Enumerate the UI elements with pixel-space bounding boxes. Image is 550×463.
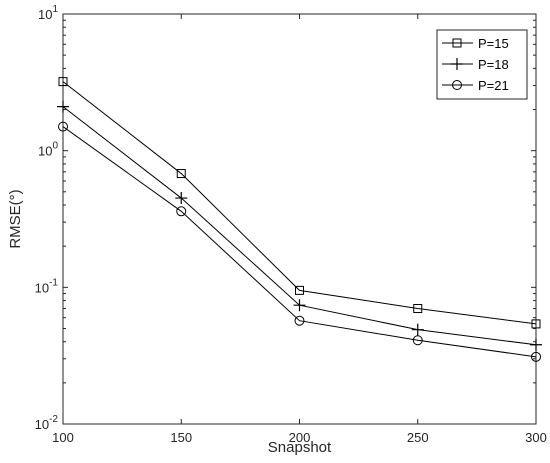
series-p-21 — [58, 121, 541, 362]
data-point — [176, 206, 187, 217]
y-tick-exponent: -1 — [49, 277, 58, 288]
legend-marker — [452, 80, 462, 90]
y-tick-base: 10 — [35, 417, 49, 432]
y-tick-label: 10-1 — [35, 277, 59, 295]
data-point — [58, 77, 68, 87]
y-tick-base: 10 — [38, 144, 52, 159]
data-point — [175, 192, 188, 205]
y-tick-base: 10 — [38, 7, 52, 22]
data-point — [412, 335, 423, 346]
series-p-15 — [58, 77, 541, 329]
data-point — [58, 121, 68, 132]
tick-marks — [62, 13, 537, 425]
legend-label: P=21 — [478, 78, 509, 93]
legend-label: P=18 — [478, 57, 509, 72]
y-tick-label: 10-2 — [35, 414, 59, 432]
legend-item: P=18 — [442, 57, 509, 72]
data-point — [413, 304, 423, 314]
data-point — [293, 299, 306, 312]
legend-item: P=15 — [442, 36, 509, 51]
legend-item: P=21 — [442, 78, 509, 93]
data-point — [411, 323, 424, 336]
data-point — [295, 285, 304, 295]
y-axis-label: RMSE(°) — [7, 189, 24, 248]
series-p-18 — [57, 100, 542, 351]
x-tick-label: 200 — [289, 430, 311, 445]
data-point — [530, 338, 542, 351]
series-line — [62, 126, 537, 358]
data-point — [57, 100, 69, 113]
y-tick-exponent: 0 — [52, 141, 58, 152]
data-point — [294, 315, 305, 326]
legend-label: P=15 — [478, 36, 509, 51]
series-line — [62, 81, 537, 325]
x-tick-label: 150 — [170, 430, 192, 445]
legend-marker — [451, 58, 463, 70]
y-tick-exponent: 1 — [52, 4, 58, 15]
x-axis-label: Snapshot — [268, 439, 332, 456]
data-point — [176, 169, 186, 179]
x-tick-label: 250 — [407, 430, 429, 445]
y-tick-label: 101 — [38, 4, 58, 22]
y-tick-label: 100 — [38, 141, 58, 159]
x-tick-labels: 100 150 200 250 300 — [52, 430, 547, 445]
legend: P=15 P=18 P=21 — [436, 29, 528, 100]
y-tick-exponent: -2 — [49, 414, 58, 425]
y-tick-base: 10 — [35, 280, 49, 295]
series-layer — [57, 77, 542, 362]
x-tick-label: 300 — [525, 430, 547, 445]
legend-marker — [452, 38, 462, 48]
x-tick-label: 100 — [52, 430, 74, 445]
data-point — [531, 351, 541, 362]
data-point — [531, 319, 541, 329]
